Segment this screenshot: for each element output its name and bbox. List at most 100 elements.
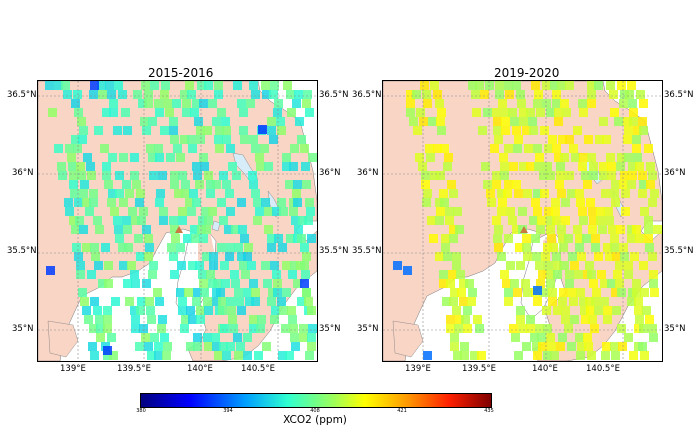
left-pixel-18: [63, 90, 72, 99]
right-pixel-101: [623, 135, 632, 144]
right-xtick-140: 140°E: [532, 364, 558, 374]
right-pixel-102: [632, 135, 641, 144]
left-pixel-138: [256, 162, 265, 171]
left-pixel-58: [165, 108, 174, 117]
left-pixel-409: [270, 315, 279, 324]
right-pixel-231: [552, 216, 561, 225]
right-pixel-199: [487, 198, 496, 207]
left-pixel-435: [233, 333, 242, 342]
left-pixel-361: [125, 297, 134, 306]
left-pixel-30: [251, 90, 260, 99]
right-pixel-45: [619, 99, 628, 108]
left-pixel-210: [128, 207, 137, 216]
left-pixel-230: [137, 216, 146, 225]
right-pixel-10: [550, 81, 559, 90]
left-pixel-205: [293, 198, 302, 207]
right-pixel-365: [459, 297, 468, 306]
left-pixel-185: [206, 189, 215, 198]
left-pixel-358: [80, 297, 89, 306]
left-ytick-36.5: 36.5°N: [7, 90, 37, 100]
right-pixel-0: [420, 81, 429, 90]
right-pixel-414: [590, 324, 599, 333]
left-pixel-269: [307, 234, 316, 243]
left-pixel-1: [54, 81, 63, 90]
right-pixel-229: [537, 216, 546, 225]
left-pixel-163: [132, 180, 141, 189]
left-pixel-136: [200, 162, 209, 171]
left-pixel-415: [139, 324, 148, 333]
right-pixel-285: [435, 252, 444, 261]
right-pixel-188: [557, 189, 566, 198]
left-xtick-140: 140°E: [187, 364, 213, 374]
right-pixel-25: [505, 90, 514, 99]
right-pixel-384: [580, 306, 589, 315]
right-pixel-144: [616, 162, 625, 171]
right-pixel-451: [550, 351, 559, 360]
left-pixel-307: [220, 261, 229, 270]
left-pixel-33: [286, 90, 295, 99]
left-pixel-26: [160, 90, 169, 99]
left-pixel-160: [80, 180, 89, 189]
right-pixel-62: [579, 108, 588, 117]
right-pixel-288: [497, 252, 506, 261]
right-pixel-99: [595, 135, 604, 144]
right-pixel-218: [588, 207, 597, 216]
left-pixel-325: [272, 270, 281, 279]
right-pixel-341: [615, 279, 624, 288]
right-pixel-68: [436, 117, 445, 126]
left-pixel-193: [107, 198, 116, 207]
right-pixel-309: [585, 261, 594, 270]
left-pixel-196: [155, 198, 164, 207]
right-pixel-240: [494, 225, 503, 234]
left-pixel-283: [267, 243, 276, 252]
left-pixel-146: [87, 171, 96, 180]
right-pixel-421: [530, 333, 539, 342]
left-pixel-206: [305, 198, 314, 207]
right-pixel-230: [546, 216, 555, 225]
right-pixel-195: [650, 189, 659, 198]
left-pixel-318: [130, 270, 139, 279]
left-pixel-406: [228, 315, 237, 324]
left-pixel-369: [218, 297, 227, 306]
right-pixel-361: [640, 288, 649, 297]
right-pixel-441: [618, 342, 627, 351]
left-pixel-low-4: [300, 279, 309, 288]
left-pixel-63: [273, 108, 282, 117]
left-pixel-120: [119, 153, 128, 162]
left-pixel-387: [204, 306, 213, 315]
left-pixel-403: [181, 315, 190, 324]
right-pixel-250: [616, 225, 625, 234]
right-pixel-54: [501, 108, 510, 117]
right-pixel-298: [620, 252, 629, 261]
left-pixel-85: [215, 126, 224, 135]
left-pixel-254: [264, 225, 273, 234]
left-pixel-459: [147, 351, 156, 360]
left-pixel-32: [269, 90, 278, 99]
left-pixel-310: [261, 261, 270, 270]
left-pixel-169: [222, 180, 231, 189]
right-pixel-260: [522, 234, 531, 243]
left-pixel-452: [236, 342, 245, 351]
left-pixel-253: [238, 225, 247, 234]
right-pixel-23: [480, 90, 489, 99]
left-pixel-351: [243, 288, 252, 297]
right-pixel-82: [478, 126, 487, 135]
left-pixel-392: [271, 306, 280, 315]
left-ytick-35: 35°N: [12, 324, 34, 334]
left-pixel-434: [211, 333, 220, 342]
right-pixel-291: [541, 252, 550, 261]
left-pixel-255: [294, 225, 303, 234]
right-pixel-292: [552, 252, 561, 261]
right-pixel-214: [533, 207, 542, 216]
right-pixel-236: [605, 216, 614, 225]
right-pixel-312: [639, 261, 648, 270]
right-pixel-336: [546, 279, 555, 288]
left-pixel-268: [297, 234, 306, 243]
left-pixel-341: [293, 279, 302, 288]
colorbar: [140, 393, 492, 408]
right-graticule: [383, 81, 662, 361]
right-pixel-192: [610, 189, 619, 198]
left-pixel-225: [75, 216, 84, 225]
right-pixel-252: [632, 225, 641, 234]
left-pixel-91: [71, 135, 80, 144]
